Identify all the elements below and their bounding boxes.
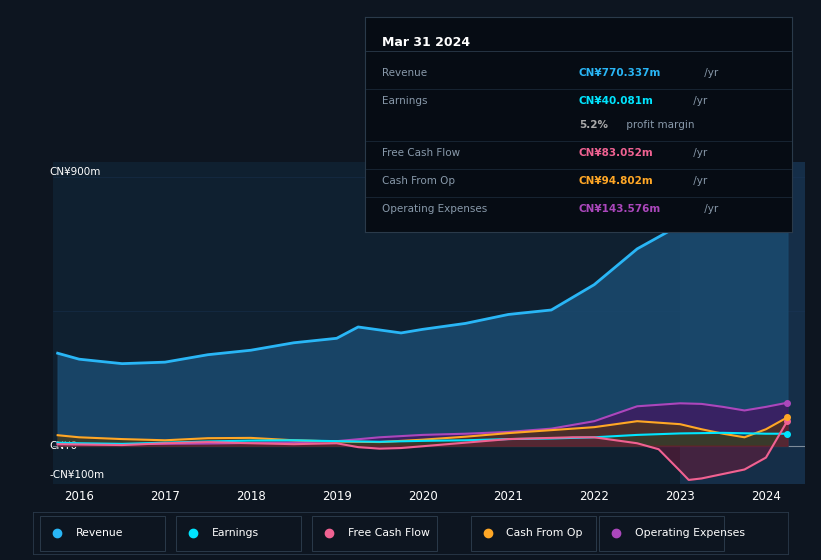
Text: CN¥143.576m: CN¥143.576m [579, 204, 661, 214]
Text: CN¥40.081m: CN¥40.081m [579, 96, 654, 106]
Text: Free Cash Flow: Free Cash Flow [348, 529, 429, 538]
Text: CN¥0: CN¥0 [49, 441, 78, 451]
Text: Cash From Op: Cash From Op [507, 529, 583, 538]
Text: /yr: /yr [701, 68, 718, 78]
Text: /yr: /yr [690, 96, 707, 106]
Text: CN¥83.052m: CN¥83.052m [579, 148, 654, 157]
Bar [680, 162, 805, 484]
Text: Earnings: Earnings [212, 529, 259, 538]
Text: Revenue: Revenue [76, 529, 123, 538]
Text: /yr: /yr [701, 204, 718, 214]
Text: CN¥770.337m: CN¥770.337m [579, 68, 661, 78]
Text: CN¥900m: CN¥900m [49, 167, 101, 178]
Text: profit margin: profit margin [623, 120, 695, 129]
Text: Earnings: Earnings [383, 96, 428, 106]
Text: Operating Expenses: Operating Expenses [635, 529, 745, 538]
Text: Operating Expenses: Operating Expenses [383, 204, 488, 214]
Text: Free Cash Flow: Free Cash Flow [383, 148, 461, 157]
Text: 5.2%: 5.2% [579, 120, 608, 129]
Text: CN¥94.802m: CN¥94.802m [579, 176, 654, 186]
Text: Cash From Op: Cash From Op [383, 176, 456, 186]
Text: /yr: /yr [690, 176, 707, 186]
Text: Revenue: Revenue [383, 68, 428, 78]
Text: Mar 31 2024: Mar 31 2024 [383, 36, 470, 49]
Text: /yr: /yr [690, 148, 707, 157]
Text: -CN¥100m: -CN¥100m [49, 470, 105, 480]
